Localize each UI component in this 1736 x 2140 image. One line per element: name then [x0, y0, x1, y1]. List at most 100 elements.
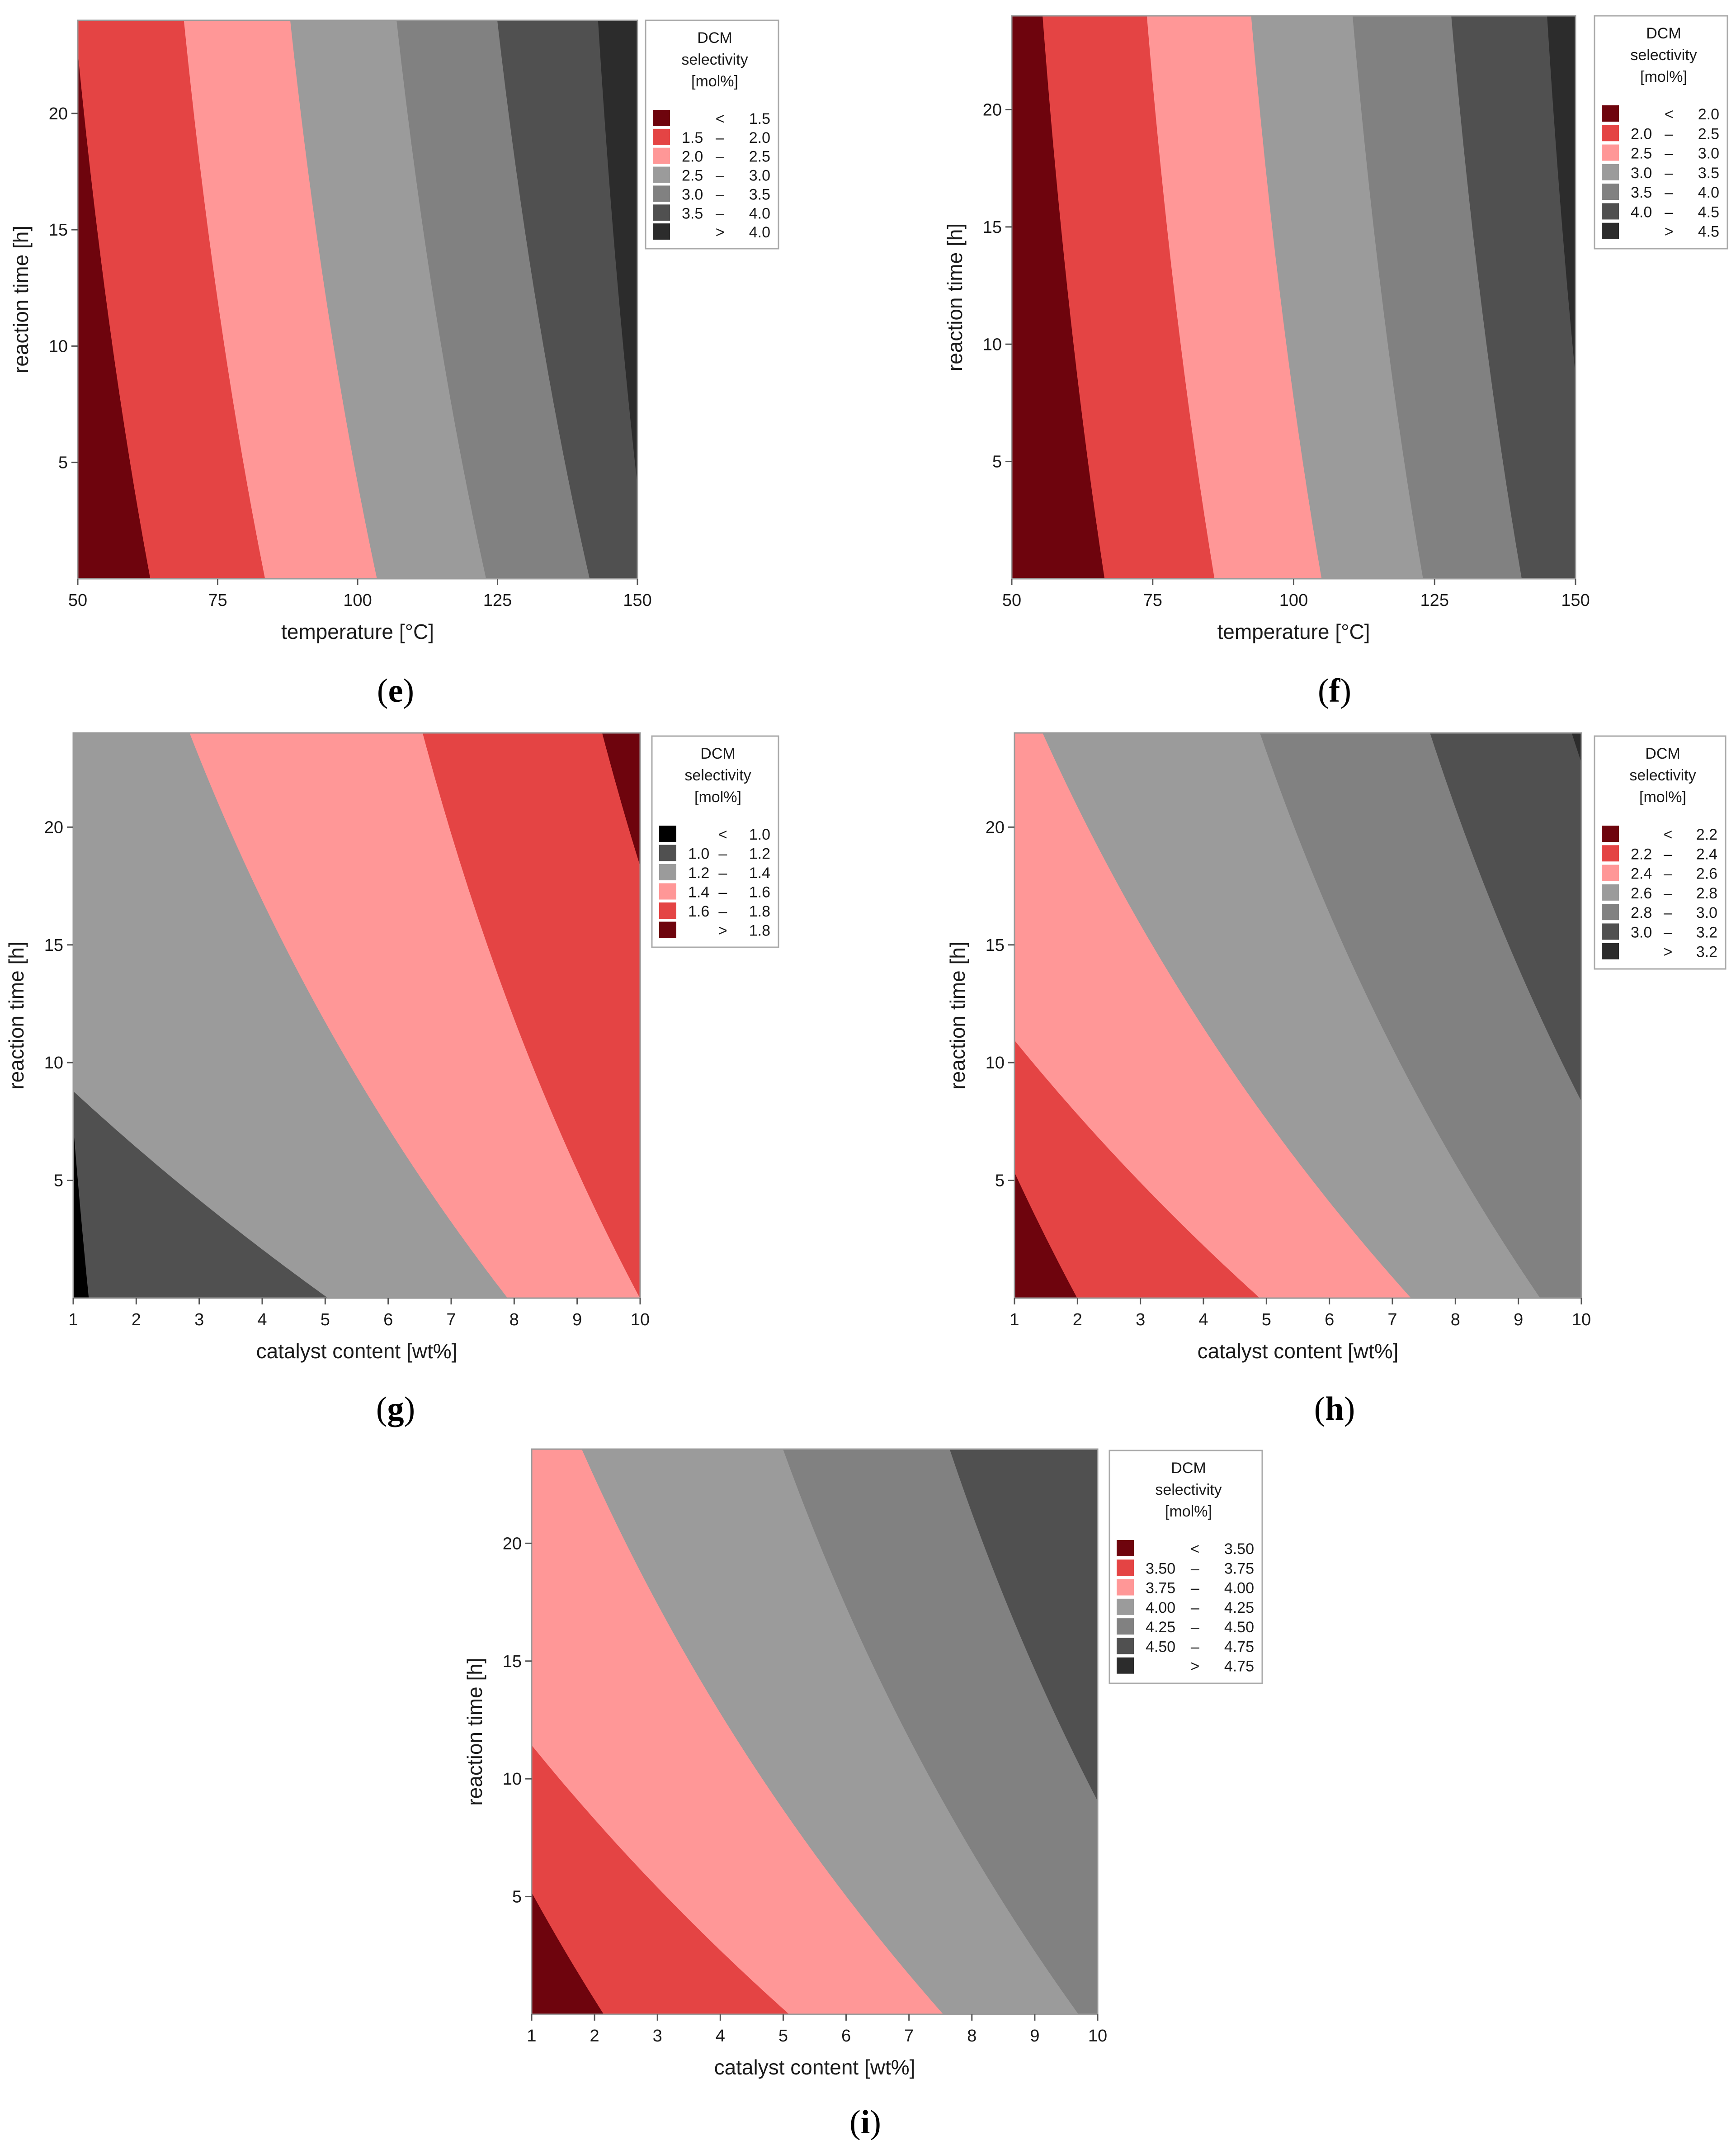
x-axis: 50 75 100 125 150 — [68, 579, 652, 610]
x-tick-label: 3 — [653, 2027, 662, 2046]
legend-range-dash: – — [716, 129, 724, 146]
caption-paren-open: ( — [849, 2104, 861, 2140]
legend-range-low: 4.25 — [1146, 1619, 1175, 1636]
legend-range-high: 1.4 — [749, 865, 770, 882]
legend-title: DCM — [1171, 1460, 1206, 1477]
legend-range-high: 4.0 — [749, 205, 770, 222]
legend-swatch — [1602, 203, 1619, 220]
caption-paren-close: ) — [1344, 1390, 1355, 1427]
y-tick-label: 15 — [503, 1652, 522, 1671]
legend-range-low: 2.6 — [1631, 885, 1652, 902]
legend-range-op: > — [1663, 944, 1672, 961]
legend-range-high: 4.75 — [1224, 1638, 1254, 1655]
legend-swatch — [1602, 125, 1619, 142]
legend-range-dash: – — [1665, 165, 1673, 182]
legend-range-high: 4.00 — [1224, 1580, 1254, 1597]
y-axis-label: reaction time [h] — [463, 1658, 486, 1805]
x-tick-label: 5 — [321, 1310, 330, 1329]
x-tick-label: 5 — [778, 2027, 788, 2046]
legend-range-dash: – — [1664, 846, 1672, 863]
x-tick-label: 2 — [1073, 1310, 1082, 1329]
x-tick-label: 75 — [1143, 591, 1162, 610]
x-tick-label: 8 — [509, 1310, 519, 1329]
x-tick-label: 3 — [194, 1310, 204, 1329]
contour-band — [1547, 16, 1576, 377]
x-axis-label: temperature [°C] — [1217, 620, 1370, 643]
chart-panel-h: 1 2 3 4 5 6 7 8 9 10 5 10 15 20 catalyst content [wt%]… — [946, 732, 1727, 1427]
y-axis-label: reaction time [h] — [5, 941, 28, 1089]
legend-title: selectivity — [681, 51, 748, 68]
y-tick-label: 10 — [986, 1053, 1005, 1072]
legend-range-low: 3.5 — [1631, 184, 1652, 201]
legend-range-low: 4.00 — [1146, 1599, 1175, 1616]
y-tick-label: 15 — [983, 218, 1002, 237]
caption-letter: e — [388, 672, 403, 709]
legend-range-low: 1.4 — [688, 884, 709, 901]
x-axis: 1 2 3 4 5 6 7 8 9 10 — [1010, 1298, 1591, 1329]
legend-range-dash: – — [716, 167, 724, 184]
legend-title: DCM — [700, 745, 735, 762]
x-tick-label: 10 — [1572, 1310, 1591, 1329]
legend-swatch — [1602, 943, 1619, 959]
panel-caption: (h) — [1314, 1390, 1355, 1427]
legend-range-low: 3.50 — [1146, 1560, 1175, 1577]
legend-range-op: > — [718, 922, 727, 940]
legend-range-low: 2.5 — [682, 167, 703, 184]
legend-range-high: 1.2 — [749, 846, 770, 863]
legend-range-low: 1.2 — [688, 865, 709, 882]
legend-range-dash: – — [1664, 904, 1672, 921]
legend-range-dash: – — [716, 148, 724, 165]
legend-swatch — [1117, 1657, 1134, 1674]
legend-range-dash: – — [718, 903, 727, 920]
legend-range-op: > — [1190, 1658, 1199, 1675]
panel-caption: (g) — [376, 1390, 415, 1427]
legend-range-high: 2.0 — [1698, 106, 1719, 123]
contour-band — [949, 1449, 1098, 1801]
caption-letter: g — [387, 1390, 404, 1427]
x-axis-label: catalyst content [wt%] — [714, 2055, 915, 2079]
contour-bands — [532, 1449, 1098, 2014]
legend-swatch — [1602, 845, 1619, 862]
legend-range-dash: – — [1665, 203, 1673, 221]
x-tick-label: 10 — [631, 1310, 650, 1329]
x-tick-label: 9 — [572, 1310, 582, 1329]
legend-range-dash: – — [1191, 1599, 1199, 1616]
legend-swatch — [659, 921, 676, 938]
legend-swatch — [653, 110, 670, 126]
x-tick-label: 2 — [132, 1310, 141, 1329]
legend-range-high: 3.50 — [1224, 1540, 1254, 1558]
legend-title: [mol%] — [694, 789, 741, 806]
legend-range-dash: – — [1665, 145, 1673, 162]
contour-band — [1451, 16, 1576, 579]
contour-band — [1260, 733, 1581, 1298]
legend-range-op: < — [1190, 1540, 1199, 1558]
caption-letter: h — [1325, 1390, 1344, 1427]
legend-range-low: 2.2 — [1631, 846, 1652, 863]
legend-range-dash: – — [1665, 184, 1673, 201]
legend-swatch — [653, 223, 670, 240]
y-axis: 5 10 15 20 — [986, 818, 1014, 1190]
y-tick-label: 5 — [512, 1888, 522, 1907]
y-tick-label: 5 — [992, 453, 1002, 472]
x-tick-label: 125 — [1420, 591, 1449, 610]
x-tick-label: 9 — [1030, 2027, 1039, 2046]
legend-title: selectivity — [1630, 47, 1697, 64]
legend-range-high: 2.0 — [749, 129, 770, 146]
legend-range-high: 4.25 — [1224, 1599, 1254, 1616]
x-tick-label: 3 — [1136, 1310, 1145, 1329]
x-tick-label: 100 — [343, 591, 372, 610]
legend-range-high: 1.6 — [749, 884, 770, 901]
legend-title: selectivity — [1629, 767, 1696, 784]
legend-range-high: 2.8 — [1696, 885, 1717, 902]
legend-range-low: 2.4 — [1631, 865, 1652, 883]
legend-range-low: 3.5 — [682, 205, 703, 222]
legend-range-dash: – — [1664, 885, 1672, 902]
x-axis-label: catalyst content [wt%] — [256, 1339, 458, 1363]
x-tick-label: 6 — [383, 1310, 393, 1329]
caption-paren-close: ) — [403, 672, 414, 709]
legend-swatch — [1602, 923, 1619, 940]
caption-paren-open: ( — [376, 1390, 387, 1427]
